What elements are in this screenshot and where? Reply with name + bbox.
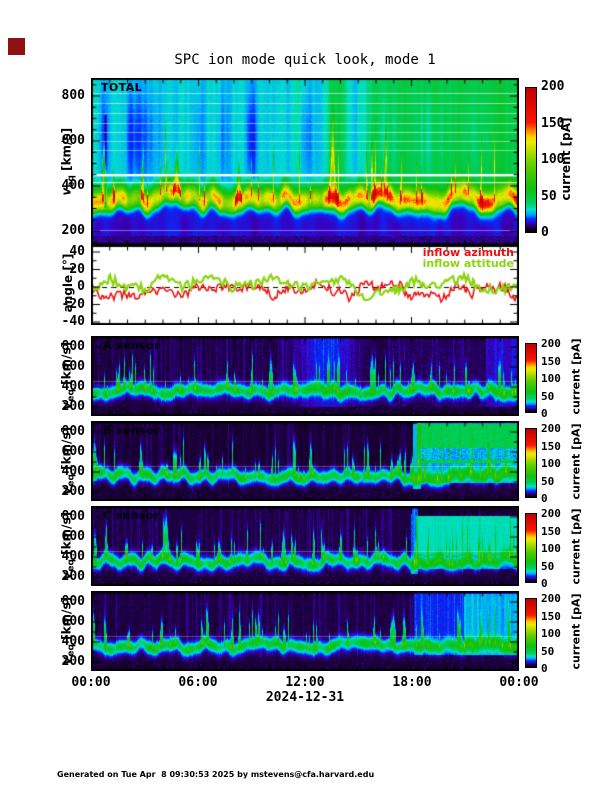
panel-total: TOTAL (91, 78, 519, 245)
colorbar-tick-label: 100 (541, 457, 561, 470)
x-tick-label: 12:00 (285, 675, 325, 690)
colorbar (525, 598, 537, 668)
x-axis-date-label: 2024-12-31 (265, 690, 345, 705)
colorbar (525, 513, 537, 583)
y-tick-label: 400 (61, 634, 85, 649)
panel-sensor-a: A sensor (91, 336, 519, 416)
colorbar (525, 428, 537, 498)
y-tick-label: 800 (61, 509, 85, 524)
panel-sensor-a-label: A sensor (103, 339, 160, 352)
corner-status-marker (8, 38, 25, 55)
y-tick-label: 200 (61, 654, 85, 669)
x-tick-label: 18:00 (392, 675, 432, 690)
colorbar (525, 87, 537, 233)
angle-tick-label: -20 (61, 296, 85, 312)
legend-inflow-attitude: inflow attitude (422, 257, 514, 270)
angles-line-canvas (91, 245, 519, 325)
y-tick-label: 200 (61, 223, 85, 238)
colorbar-tick-label: 150 (541, 524, 561, 538)
colorbar-axis-label: current [pA] (559, 117, 573, 201)
y-tick-label: 400 (61, 178, 85, 193)
panel-total-label: TOTAL (101, 81, 143, 94)
legend-inflow-azimuth: inflow azimuth (422, 246, 514, 259)
y-tick-label: 800 (61, 424, 85, 439)
angle-tick-label: 20 (69, 261, 85, 277)
y-tick-label: 400 (61, 379, 85, 394)
angle-tick-label: -40 (61, 314, 85, 329)
colorbar-tick-label: 200 (541, 79, 565, 94)
panel-sensor-c: C sensor (91, 506, 519, 586)
x-tick-label: 06:00 (178, 675, 218, 690)
colorbar (525, 343, 537, 413)
footer-text: Generated on Tue Apr 8 09:30:53 2025 by … (57, 751, 374, 792)
angle-tick-label: 0 (77, 279, 85, 294)
y-tick-label: 200 (61, 569, 85, 584)
y-tick-label: 800 (61, 339, 85, 354)
velocity-axis-label: veq [km/s] (59, 127, 77, 195)
colorbar-tick-label: 200 (541, 422, 561, 435)
sensor-b-spectrogram-canvas (91, 421, 519, 501)
colorbar-tick-label: 100 (541, 542, 561, 555)
colorbar-tick-label: 100 (541, 152, 565, 167)
colorbar-tick-label: 200 (541, 507, 561, 520)
y-tick-label: 400 (61, 464, 85, 479)
angle-tick-label: 40 (69, 244, 85, 259)
colorbar-tick-label: 100 (541, 627, 561, 640)
sensor-a-spectrogram-canvas (91, 336, 519, 416)
panel-sensor-b: B sensor (91, 421, 519, 501)
colorbar-tick-label: 50 (541, 644, 555, 658)
colorbar-tick-label: 0 (541, 407, 548, 420)
colorbar-tick-label: 0 (541, 662, 548, 675)
colorbar-tick-label: 150 (541, 115, 565, 131)
y-tick-label: 800 (61, 594, 85, 609)
colorbar-tick-label: 150 (541, 609, 561, 623)
colorbar-tick-label: 0 (541, 225, 549, 240)
panel-sensor-b-label: B sensor (103, 424, 160, 437)
x-tick-label: 00:00 (71, 675, 111, 690)
sensor-c-spectrogram-canvas (91, 506, 519, 586)
colorbar-tick-label: 50 (541, 389, 555, 403)
colorbar-tick-label: 50 (541, 474, 555, 488)
colorbar-tick-label: 200 (541, 337, 561, 350)
colorbar-axis-label: current [pA] (569, 593, 583, 670)
angle-axis-label: angle [°] (61, 253, 75, 313)
velocity-axis-label: veq [km/s] (59, 596, 77, 665)
colorbar-tick-label: 50 (541, 559, 555, 573)
colorbar-tick-label: 150 (541, 354, 561, 368)
panel-angles: inflow azimuth inflow attitude (91, 245, 519, 325)
y-tick-label: 600 (61, 529, 85, 544)
colorbar-tick-label: 0 (541, 492, 548, 505)
colorbar-tick-label: 200 (541, 592, 561, 605)
y-tick-label: 600 (61, 614, 85, 629)
x-tick-label: 00:00 (499, 675, 539, 690)
panel-sensor-d (91, 591, 519, 671)
panel-sensor-c-label: C sensor (103, 509, 160, 522)
colorbar-tick-label: 100 (541, 372, 561, 385)
y-tick-label: 600 (61, 444, 85, 459)
y-tick-label: 200 (61, 399, 85, 414)
footer-line-1: Generated on Tue Apr 8 09:30:53 2025 by … (57, 770, 375, 779)
y-tick-label: 600 (61, 359, 85, 374)
y-tick-label: 400 (61, 549, 85, 564)
total-spectrogram-canvas (91, 78, 519, 245)
sensor-d-spectrogram-canvas (91, 591, 519, 671)
page-title: SPC ion mode quick look, mode 1 (174, 52, 436, 68)
y-tick-label: 600 (61, 133, 85, 148)
colorbar-tick-label: 50 (541, 188, 557, 204)
colorbar-tick-label: 150 (541, 439, 561, 453)
y-tick-label: 200 (61, 484, 85, 499)
colorbar-tick-label: 0 (541, 577, 548, 590)
y-tick-label: 800 (61, 88, 85, 103)
